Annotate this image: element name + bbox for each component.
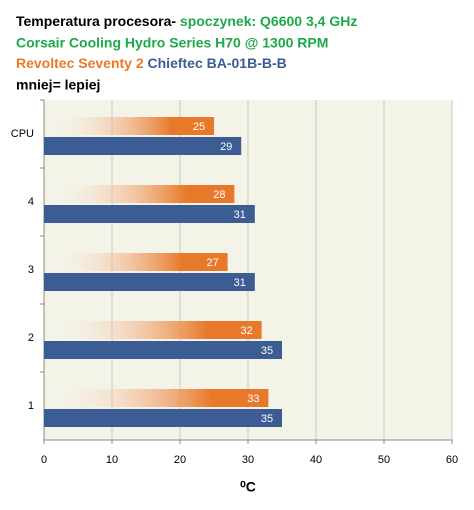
bar [44, 205, 255, 223]
chart-title: Temperatura procesora- spoczynek: Q6600 … [16, 13, 357, 29]
bar [44, 341, 282, 359]
bar [44, 409, 282, 427]
value-label: 35 [261, 413, 273, 425]
value-label: 32 [240, 325, 252, 337]
value-label: 31 [234, 209, 246, 221]
bar [44, 321, 262, 339]
bar [44, 185, 235, 203]
value-label: 33 [247, 393, 259, 405]
x-tick-label: 60 [446, 454, 458, 466]
x-tick-label: 30 [242, 454, 254, 466]
y-tick-label: CPU [11, 128, 34, 140]
y-tick-label: 2 [28, 332, 34, 344]
x-tick-label: 0 [41, 454, 47, 466]
value-label: 35 [261, 345, 273, 357]
x-tick-label: 40 [310, 454, 322, 466]
value-label: 28 [213, 189, 225, 201]
x-tick-label: 50 [378, 454, 390, 466]
y-tick-label: 1 [28, 400, 34, 412]
legend-entry: Revoltec Seventy 2 [16, 55, 144, 71]
value-label: 29 [220, 141, 232, 153]
title: Temperatura procesora- [16, 13, 176, 29]
subtitle: spoczynek: Q6600 3,4 GHz [180, 13, 357, 29]
x-axis-label: ⁰C [240, 479, 256, 495]
annotation: mniej= lepiej [16, 77, 100, 93]
value-label: 25 [193, 121, 205, 133]
bar [44, 253, 228, 271]
legend-entry: Chieftec BA-01B-B-B [148, 55, 287, 71]
value-label: 31 [234, 277, 246, 289]
x-tick-label: 10 [106, 454, 118, 466]
bar [44, 273, 255, 291]
y-tick-label: 3 [28, 264, 34, 276]
bar [44, 117, 214, 135]
x-tick-label: 20 [174, 454, 186, 466]
y-tick-label: 4 [28, 196, 34, 208]
bar [44, 137, 242, 155]
value-label: 27 [206, 257, 218, 269]
legend: Revoltec Seventy 2 Chieftec BA-01B-B-B [16, 55, 287, 71]
subtitle: Corsair Cooling Hydro Series H70 @ 1300 … [16, 35, 328, 51]
bar [44, 389, 269, 407]
